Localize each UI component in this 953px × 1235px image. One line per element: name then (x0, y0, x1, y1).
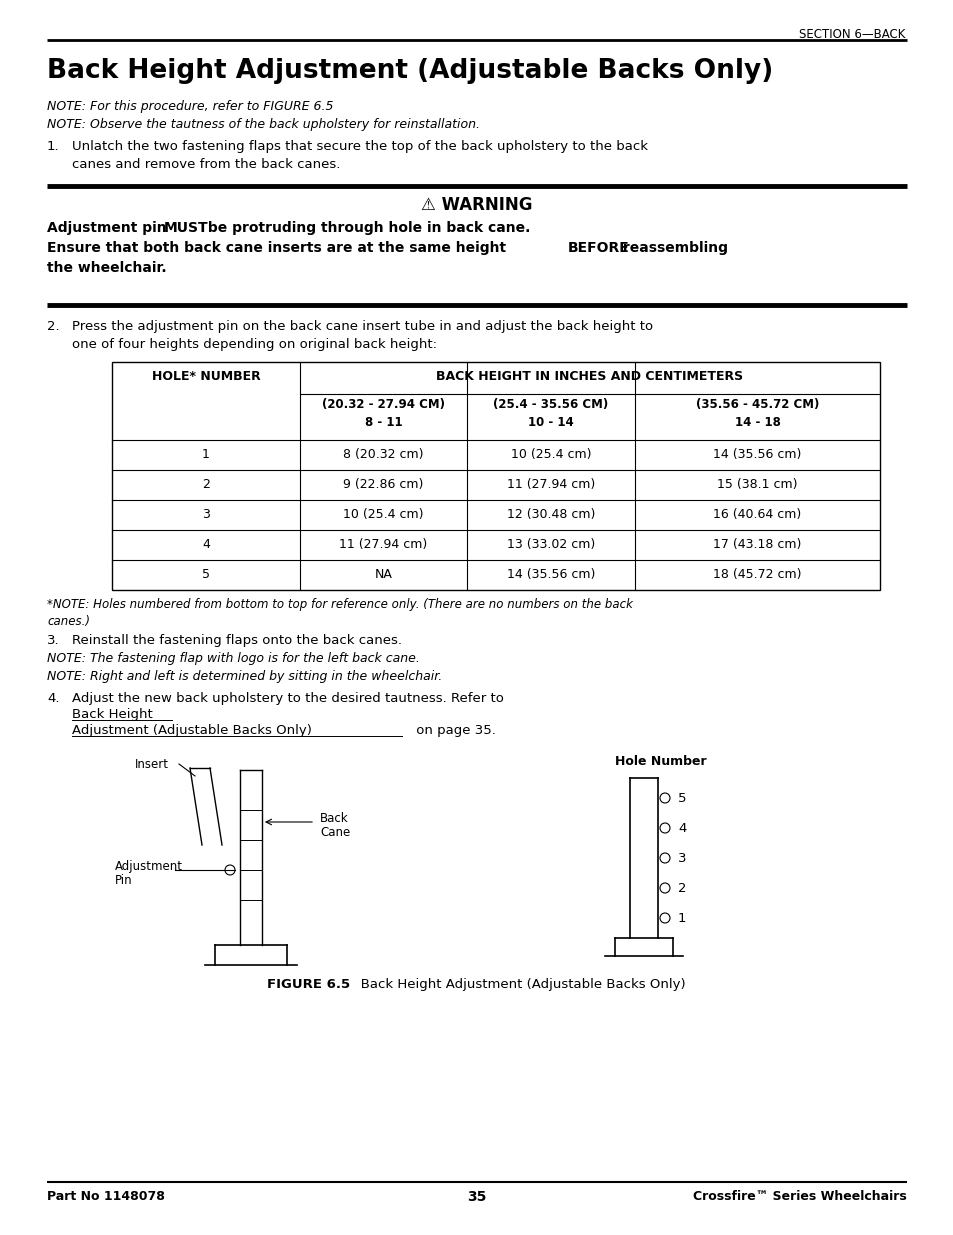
Text: 14 (35.56 cm): 14 (35.56 cm) (713, 448, 801, 461)
Text: 16 (40.64 cm): 16 (40.64 cm) (713, 508, 801, 521)
Text: the wheelchair.: the wheelchair. (47, 261, 167, 275)
Text: on page 35.: on page 35. (412, 724, 496, 737)
Text: NA: NA (375, 568, 392, 580)
Text: (20.32 - 27.94 CM)
8 - 11: (20.32 - 27.94 CM) 8 - 11 (322, 398, 444, 429)
Text: 5: 5 (202, 568, 210, 580)
Text: 11 (27.94 cm): 11 (27.94 cm) (506, 478, 595, 492)
Text: Adjust the new back upholstery to the desired tautness. Refer to: Adjust the new back upholstery to the de… (71, 692, 508, 705)
Text: Back Height Adjustment (Adjustable Backs Only): Back Height Adjustment (Adjustable Backs… (348, 978, 685, 990)
Text: Cane: Cane (319, 826, 350, 839)
Text: Adjustment: Adjustment (115, 860, 183, 873)
Text: Adjustment pin: Adjustment pin (47, 221, 172, 235)
Text: Adjustment (Adjustable Backs Only): Adjustment (Adjustable Backs Only) (71, 724, 312, 737)
Text: NOTE: Right and left is determined by sitting in the wheelchair.: NOTE: Right and left is determined by si… (47, 671, 442, 683)
Text: 2.: 2. (47, 320, 59, 333)
Text: HOLE* NUMBER: HOLE* NUMBER (152, 370, 260, 383)
Text: 1: 1 (202, 448, 210, 461)
Text: 8 (20.32 cm): 8 (20.32 cm) (343, 448, 423, 461)
Text: 9 (22.86 cm): 9 (22.86 cm) (343, 478, 423, 492)
Text: BACK HEIGHT IN INCHES AND CENTIMETERS: BACK HEIGHT IN INCHES AND CENTIMETERS (436, 370, 742, 383)
Text: reassembling: reassembling (618, 241, 727, 254)
Text: (35.56 - 45.72 CM)
14 - 18: (35.56 - 45.72 CM) 14 - 18 (695, 398, 819, 429)
Text: 4: 4 (678, 823, 685, 835)
Text: BEFORE: BEFORE (567, 241, 629, 254)
Text: Press the adjustment pin on the back cane insert tube in and adjust the back hei: Press the adjustment pin on the back can… (71, 320, 653, 351)
Text: 15 (38.1 cm): 15 (38.1 cm) (717, 478, 797, 492)
Text: 12 (30.48 cm): 12 (30.48 cm) (506, 508, 595, 521)
Text: 1.: 1. (47, 140, 59, 153)
Text: Unlatch the two fastening flaps that secure the top of the back upholstery to th: Unlatch the two fastening flaps that sec… (71, 140, 647, 170)
Text: FIGURE 6.5: FIGURE 6.5 (267, 978, 350, 990)
Text: 2: 2 (678, 882, 686, 895)
Text: Back: Back (319, 811, 348, 825)
Text: 1: 1 (678, 911, 686, 925)
Text: 17 (43.18 cm): 17 (43.18 cm) (713, 538, 801, 551)
Text: 3: 3 (678, 852, 686, 864)
Text: 4: 4 (202, 538, 210, 551)
Text: Ensure that both back cane inserts are at the same height: Ensure that both back cane inserts are a… (47, 241, 511, 254)
Text: Crossfire™ Series Wheelchairs: Crossfire™ Series Wheelchairs (693, 1191, 906, 1203)
Text: 3: 3 (202, 508, 210, 521)
Text: MUST: MUST (164, 221, 209, 235)
Text: be protruding through hole in back cane.: be protruding through hole in back cane. (203, 221, 530, 235)
Text: Insert: Insert (135, 758, 169, 771)
Text: (25.4 - 35.56 CM)
10 - 14: (25.4 - 35.56 CM) 10 - 14 (493, 398, 608, 429)
Text: 4.: 4. (47, 692, 59, 705)
Text: Reinstall the fastening flaps onto the back canes.: Reinstall the fastening flaps onto the b… (71, 634, 401, 647)
Text: 14 (35.56 cm): 14 (35.56 cm) (506, 568, 595, 580)
Text: *NOTE: Holes numbered from bottom to top for reference only. (There are no numbe: *NOTE: Holes numbered from bottom to top… (47, 598, 632, 629)
Text: NOTE: For this procedure, refer to FIGURE 6.5: NOTE: For this procedure, refer to FIGUR… (47, 100, 334, 112)
Text: Hole Number: Hole Number (615, 755, 706, 768)
Text: Back Height Adjustment (Adjustable Backs Only): Back Height Adjustment (Adjustable Backs… (47, 58, 773, 84)
Text: Back Height: Back Height (71, 708, 152, 721)
Text: 18 (45.72 cm): 18 (45.72 cm) (713, 568, 801, 580)
Text: 2: 2 (202, 478, 210, 492)
Text: 10 (25.4 cm): 10 (25.4 cm) (510, 448, 591, 461)
Text: NOTE: The fastening flap with logo is for the left back cane.: NOTE: The fastening flap with logo is fo… (47, 652, 419, 664)
Text: 3.: 3. (47, 634, 59, 647)
Text: Part No 1148078: Part No 1148078 (47, 1191, 165, 1203)
Text: ⚠ WARNING: ⚠ WARNING (421, 196, 532, 214)
Text: SECTION 6—BACK: SECTION 6—BACK (798, 28, 904, 41)
Text: 10 (25.4 cm): 10 (25.4 cm) (343, 508, 423, 521)
Bar (112, 362, 879, 590)
Text: NOTE: Observe the tautness of the back upholstery for reinstallation.: NOTE: Observe the tautness of the back u… (47, 119, 479, 131)
Text: 35: 35 (467, 1191, 486, 1204)
Text: 5: 5 (678, 792, 686, 805)
Text: 13 (33.02 cm): 13 (33.02 cm) (506, 538, 595, 551)
Text: 11 (27.94 cm): 11 (27.94 cm) (339, 538, 427, 551)
Text: Pin: Pin (115, 874, 132, 887)
